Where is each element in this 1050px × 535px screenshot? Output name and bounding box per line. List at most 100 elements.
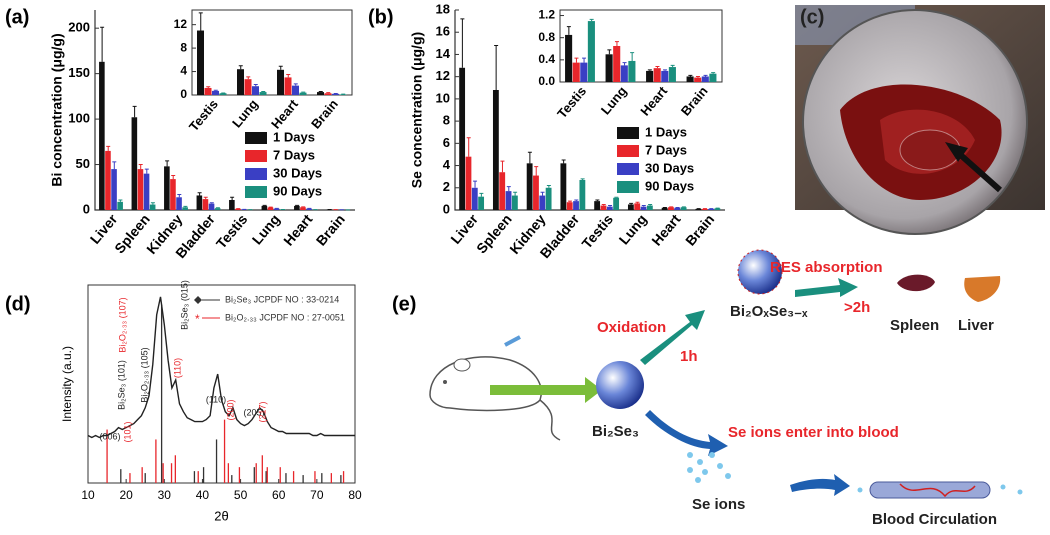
y-tick-label: 4	[443, 157, 451, 172]
error-bar	[204, 197, 208, 199]
y-tick-label: 8	[180, 40, 187, 54]
bar	[539, 196, 545, 210]
bar	[512, 196, 518, 210]
error-bar	[581, 179, 585, 180]
bar	[472, 188, 478, 210]
x-tick-label: Lung	[229, 96, 261, 130]
bar	[613, 198, 619, 210]
y-tick-label: 8	[443, 113, 450, 128]
x-tick-label: Heart	[637, 83, 670, 119]
bar	[588, 21, 595, 82]
photo	[795, 5, 1045, 234]
legend-label: 90 Days	[645, 178, 694, 193]
error-bar	[183, 206, 187, 207]
bar	[237, 69, 244, 95]
bar	[634, 203, 640, 210]
panel-label: (c)	[800, 6, 824, 28]
diagram-text: 1h	[680, 348, 698, 365]
error-bar	[494, 46, 498, 90]
bar	[601, 206, 607, 210]
bar	[325, 93, 332, 95]
error-bar	[263, 205, 267, 206]
annotation: (006)	[99, 431, 120, 441]
bar	[150, 205, 156, 210]
bar	[205, 88, 212, 95]
bar	[164, 166, 170, 210]
diagram-text: Bi₂Se₃	[592, 423, 639, 440]
x-tick-label: 40	[196, 488, 210, 502]
bar	[262, 206, 268, 210]
error-bar	[648, 204, 652, 205]
diagram-text: >2h	[844, 299, 870, 316]
bar	[245, 79, 252, 95]
x-tick-label: 60	[272, 488, 286, 502]
legend-swatch	[245, 132, 267, 144]
y-tick-label: 100	[68, 111, 90, 126]
error-bar	[460, 19, 464, 68]
y-tick-label: 16	[436, 24, 450, 39]
error-bar	[642, 206, 646, 207]
legend-label: 30 Days	[645, 160, 694, 175]
bar	[292, 86, 299, 95]
x-tick-label: Heart	[648, 211, 683, 249]
annotation: Bi₂Se₃ (015)	[179, 280, 189, 330]
panel-label: (b)	[368, 6, 394, 28]
error-bar	[629, 203, 633, 204]
y-tick-label: 6	[443, 135, 450, 150]
bar	[268, 207, 274, 210]
y-tick-label: 4	[180, 64, 187, 78]
diagram-text: Bi₂OₓSe₃₋ₓ	[730, 303, 808, 320]
bar	[594, 201, 600, 210]
error-bar	[112, 162, 116, 169]
bar	[499, 172, 505, 210]
error-bar	[106, 146, 110, 151]
bar	[170, 179, 176, 210]
diagram-text: Oxidation	[597, 319, 666, 336]
y-tick-label: 0.8	[538, 30, 555, 44]
bar	[662, 208, 668, 210]
bar	[646, 71, 653, 82]
bar	[560, 163, 566, 210]
bar	[628, 61, 635, 82]
diagram-text: Se ions	[692, 496, 745, 513]
x-tick-label: Testis	[213, 211, 251, 252]
bar	[99, 62, 105, 210]
error-bar	[541, 192, 545, 195]
bar	[111, 169, 117, 210]
bar	[132, 117, 138, 210]
legend-marker: *	[195, 312, 200, 326]
bar	[628, 204, 634, 210]
bar	[176, 197, 182, 210]
panel-label: (e)	[392, 293, 416, 315]
error-bar	[513, 192, 517, 195]
error-bar	[177, 195, 181, 198]
bar	[229, 200, 235, 210]
bar	[203, 199, 209, 210]
bar	[478, 197, 484, 210]
error-bar	[171, 175, 175, 179]
error-bar	[574, 200, 578, 201]
annotation: Bi₂O₂.₃₃ (107)	[117, 297, 127, 352]
legend-label: 30 Days	[273, 165, 322, 180]
legend-label: Bi₂O₂.₃₃ JCPDF NO : 27-0051	[225, 312, 345, 322]
y-tick-label: 12	[436, 68, 450, 83]
bar	[300, 93, 307, 95]
x-tick-label: Testis	[186, 96, 221, 134]
bar	[687, 76, 694, 82]
error-bar	[139, 165, 143, 170]
legend-marker	[194, 296, 202, 304]
bar	[138, 169, 144, 210]
bar	[668, 207, 674, 210]
diagram-text: Spleen	[890, 317, 939, 334]
error-bar	[473, 181, 477, 188]
error-bar	[319, 91, 323, 92]
bar	[579, 180, 585, 210]
error-bar	[635, 202, 639, 203]
x-tick-label: Brain	[313, 211, 348, 249]
bar	[212, 91, 219, 95]
y-tick-label: 0	[443, 201, 450, 216]
annotation: Bi₂Se₃ (101)	[116, 360, 126, 410]
bar	[674, 208, 680, 210]
y-axis-title: Se concentration (μg/g)	[409, 32, 425, 188]
